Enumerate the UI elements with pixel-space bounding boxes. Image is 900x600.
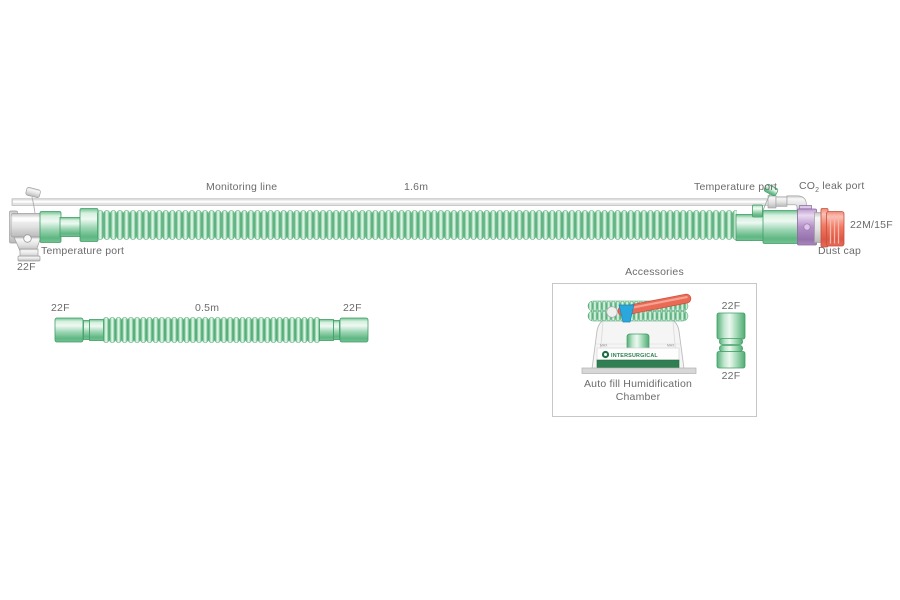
label-dust-cap: Dust cap [818,245,862,257]
co2-suffix: leak port [819,180,865,192]
accessories-title: Accessories [625,266,684,278]
temperature-port-hole [23,234,32,243]
label-co2-leak-port: CO2 leak port [799,180,864,195]
main-breathing-circuit [9,183,845,262]
chamber-max-marking-left: MAX [600,344,608,348]
label-short-tube-left-size: 22F [51,302,70,314]
label-adapter-bottom-size: 22F [721,370,741,382]
chamber-brand-text: INTERSURGICAL [611,353,658,359]
chamber-max-marking-right: MAX [667,344,675,348]
co2-prefix: CO [799,180,816,192]
dust-cap [820,208,845,248]
label-temperature-port-right: Temperature port [694,181,778,193]
co2-subscript: 2 [815,187,820,195]
chamber-base-plate [581,367,697,374]
patient-elbow [9,210,44,262]
label-temperature-port-left: Temperature port [41,245,125,257]
chamber-inlet-fitting [606,306,618,318]
chamber-label-band: INTERSURGICAL MAX MAX [596,344,680,362]
label-adapter-top-size: 22F [721,300,741,312]
label-patient-end-size: 22F [17,261,36,273]
chamber-caption-line1: Auto fill Humidification [583,378,693,390]
label-short-tube-length: 0.5m [195,302,220,314]
adapter-22f-22f [716,312,746,369]
monitoring-line [11,195,788,209]
temperature-port-right-stub [752,204,763,218]
corrugated-hose-short [103,317,320,343]
chamber-caption-line2: Chamber [615,391,661,403]
chamber-water-inlet [618,304,635,323]
chamber-red-tube [617,293,692,316]
corrugated-hose-main [97,210,737,240]
short-tube [54,317,369,343]
monitoring-line-cap-left [25,187,41,214]
machine-end-connector [735,204,800,244]
label-monitoring-line: Monitoring line [206,181,278,193]
patient-end-cuff [39,208,99,243]
humidification-chamber: INTERSURGICAL MAX MAX [581,293,697,374]
co2-leak-port-connector [797,205,817,246]
label-short-tube-right-size: 22F [343,302,362,314]
chamber-base-band [596,359,680,369]
label-machine-end-size: 22M/15F [850,219,893,231]
label-main-tube-length: 1.6m [404,181,429,193]
